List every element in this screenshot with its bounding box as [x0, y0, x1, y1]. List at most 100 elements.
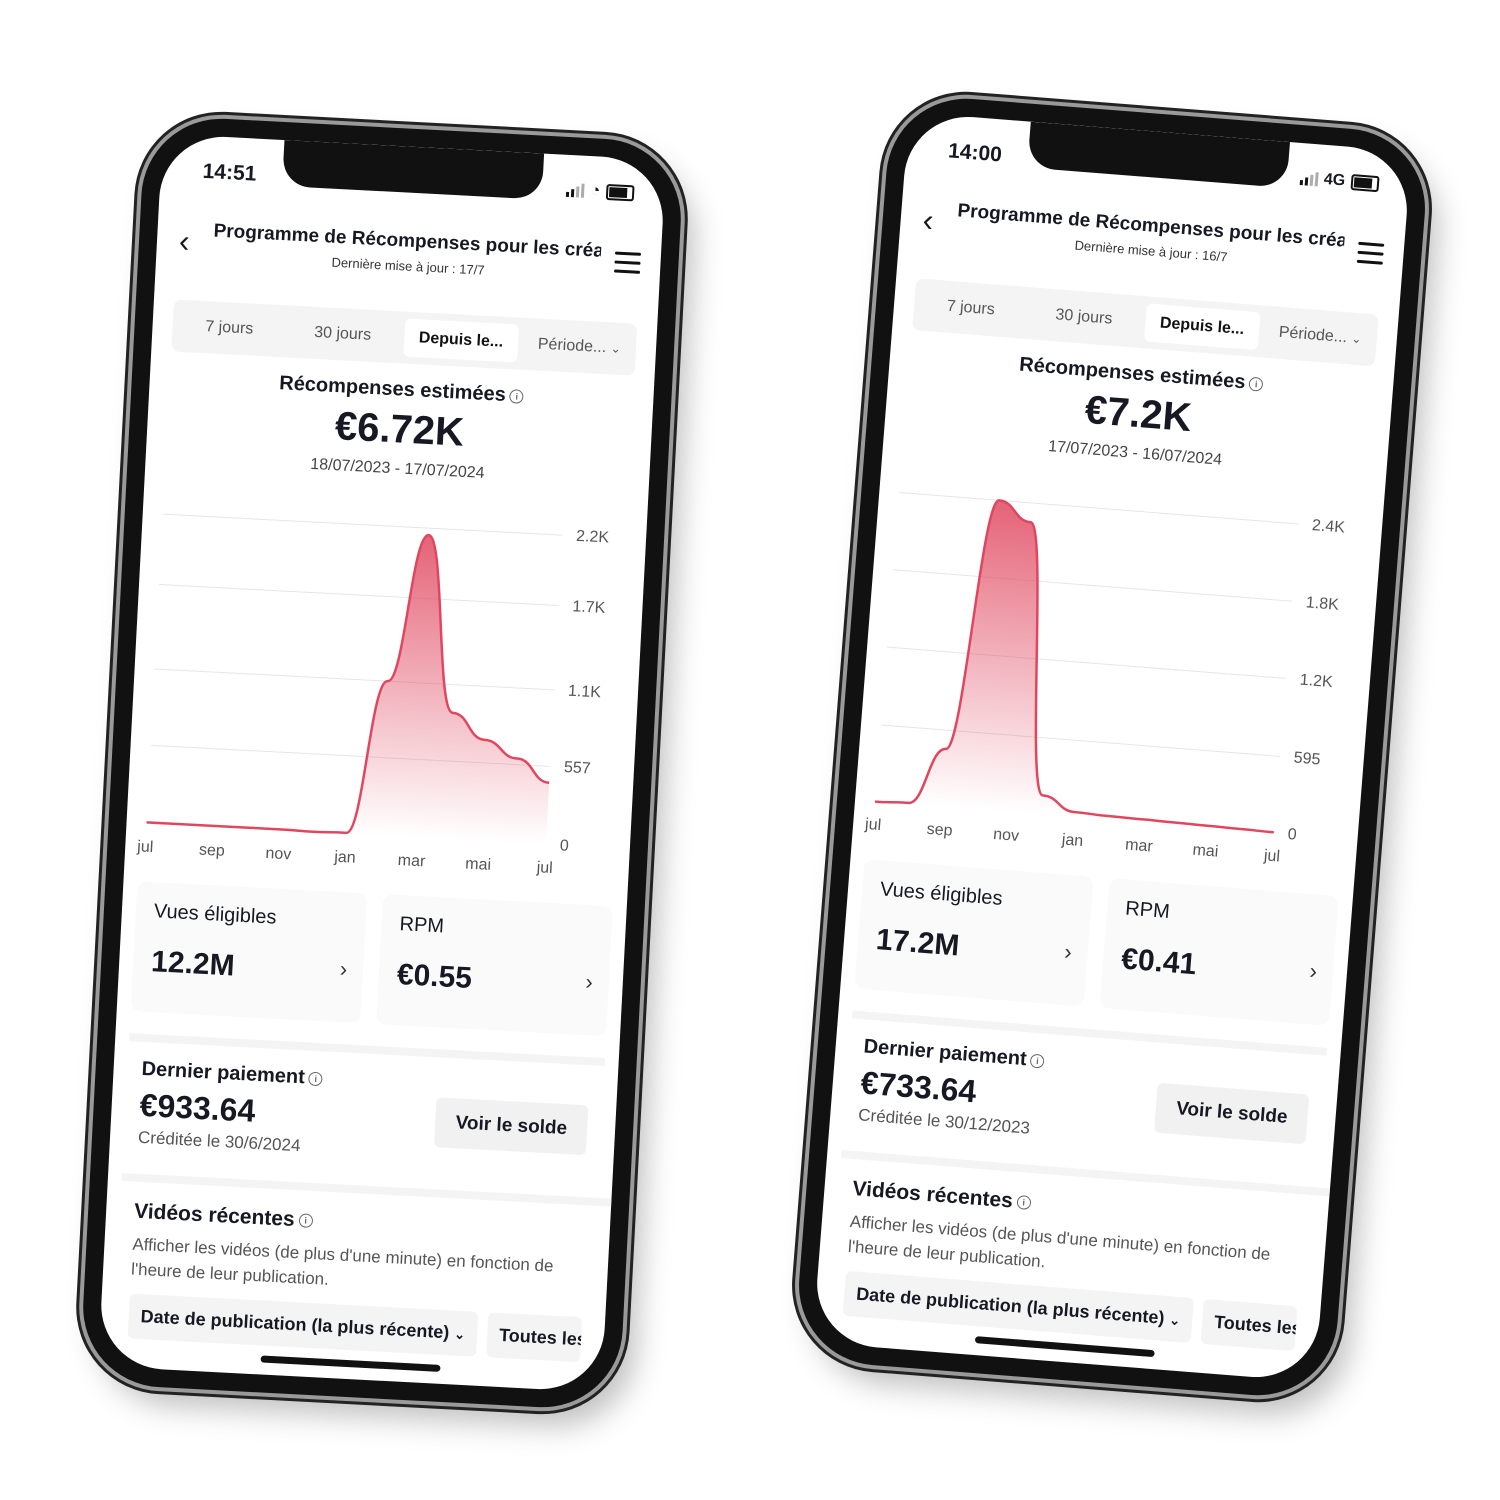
gridline: [893, 569, 1293, 602]
x-tick-label: jan: [333, 849, 356, 867]
phone-left: 14:51 ◔ ‹ Programme de Récompenses pour …: [79, 114, 685, 1412]
chevron-right-icon: ›: [1063, 938, 1073, 965]
status-time: 14:00: [947, 139, 1003, 167]
area-fill: [874, 500, 1274, 833]
series-line: [146, 533, 550, 835]
videos-label: Vidéos récentes: [851, 1177, 1014, 1213]
tab-1[interactable]: 30 jours: [1054, 306, 1113, 328]
chevron-right-icon: ›: [584, 968, 594, 995]
gridline: [159, 584, 559, 606]
stat-card-0[interactable]: Vues éligibles 17.2M ›: [854, 858, 1094, 1007]
status-time: 14:51: [202, 159, 257, 186]
filter-button[interactable]: Toutes les: [486, 1312, 583, 1363]
tab-1[interactable]: 30 jours: [313, 323, 372, 344]
x-tick-label: nov: [265, 845, 292, 863]
rewards-chart: 0 595 1.2K 1.8K 2.4K jul sep nov jan mar mai jul: [863, 492, 1346, 865]
chevron-down-icon: ⌄: [1168, 1312, 1181, 1329]
y-tick-label: 557: [564, 759, 592, 777]
x-tick-label: sep: [199, 842, 226, 860]
x-tick-label: jul: [136, 838, 154, 856]
recent-videos: Vidéos récentes i Afficher les vidéos (de…: [827, 1150, 1331, 1371]
info-icon[interactable]: i: [1016, 1195, 1032, 1211]
info-icon[interactable]: i: [308, 1071, 324, 1087]
y-tick-label: 1.1K: [568, 683, 602, 702]
x-tick-label: nov: [993, 826, 1020, 845]
stats-cards: Vues éligibles 12.2M › RPM €0.55 ›: [130, 881, 613, 1037]
stat-card-0[interactable]: Vues éligibles 12.2M ›: [130, 881, 368, 1024]
header: ‹ Programme de Récompenses pour les créa…: [155, 214, 662, 310]
rewards-chart: 0 557 1.1K 1.7K 2.2K jul sep nov jan mar mai jul: [136, 513, 610, 877]
stat-value: €0.55: [396, 958, 473, 995]
info-icon[interactable]: i: [1030, 1053, 1046, 1069]
y-tick-label: 595: [1293, 749, 1321, 768]
stat-value: 12.2M: [150, 945, 236, 983]
gridline: [880, 724, 1280, 757]
y-tick-label: 0: [559, 837, 569, 854]
gridline: [899, 492, 1299, 525]
y-tick-label: 1.8K: [1305, 594, 1339, 614]
x-tick-label: mai: [465, 856, 492, 874]
rewards-label: Récompenses estimées: [278, 372, 507, 406]
phone-screen: 14:51 ◔ ‹ Programme de Récompenses pour …: [98, 133, 666, 1393]
payment-label: Dernier paiement: [862, 1035, 1028, 1071]
signal-icon: [1299, 171, 1319, 187]
tab-2[interactable]: Depuis le...: [1143, 303, 1261, 351]
gridline: [154, 668, 555, 691]
chevron-down-icon: ⌄: [610, 341, 622, 356]
stat-value: 17.2M: [874, 923, 961, 963]
x-tick-label: mar: [397, 852, 426, 870]
stat-label: Vues éligibles: [153, 900, 278, 929]
network-label: 4G: [1323, 170, 1346, 190]
status-icons: 4G: [1299, 169, 1380, 193]
stat-label: RPM: [399, 913, 445, 938]
wifi-icon: ◔: [590, 182, 601, 200]
y-tick-label: 0: [1287, 826, 1297, 844]
last-payment: Dernier paiement i €733.64 Créditée le 30…: [842, 1010, 1328, 1178]
chevron-down-icon: ⌄: [1350, 331, 1363, 347]
signal-icon: [566, 183, 585, 198]
stats-cards: Vues éligibles 17.2M › RPM €0.41 ›: [854, 858, 1339, 1026]
stat-card-1[interactable]: RPM €0.55 ›: [376, 894, 613, 1037]
y-tick-label: 2.4K: [1311, 517, 1345, 537]
gridline: [162, 513, 563, 536]
stat-card-1[interactable]: RPM €0.41 ›: [1099, 878, 1339, 1026]
notch: [282, 140, 545, 200]
info-icon[interactable]: i: [298, 1213, 313, 1229]
stat-label: RPM: [1124, 897, 1171, 924]
y-tick-label: 1.7K: [572, 598, 606, 617]
chevron-right-icon: ›: [1308, 958, 1319, 984]
chevron-down-icon: ⌄: [453, 1326, 466, 1343]
battery-icon: [605, 183, 635, 202]
gridline: [887, 646, 1286, 679]
x-tick-label: mar: [1125, 836, 1154, 855]
info-icon[interactable]: i: [1248, 376, 1264, 392]
chevron-right-icon: ›: [339, 956, 348, 982]
x-tick-label: jul: [535, 859, 553, 877]
area-fill: [146, 535, 550, 845]
x-tick-label: sep: [926, 821, 953, 840]
last-payment: Dernier paiement i €933.64 Créditée le 30…: [122, 1033, 605, 1188]
stat-value: €0.41: [1120, 942, 1198, 982]
menu-icon[interactable]: [1356, 241, 1385, 271]
sort-dropdown[interactable]: Date de publication (la plus récente) ⌄: [127, 1293, 479, 1357]
tab-0[interactable]: 7 jours: [946, 297, 996, 319]
payment-label: Dernier paiement: [141, 1057, 306, 1089]
x-tick-label: jul: [1262, 847, 1280, 865]
y-tick-label: 2.2K: [576, 528, 610, 547]
menu-icon[interactable]: [613, 251, 642, 279]
tab-2[interactable]: Depuis le...: [403, 318, 519, 363]
videos-label: Vidéos récentes: [133, 1199, 296, 1232]
rewards-summary: Récompenses estimées i €6.72K 18/07/2023 …: [145, 365, 654, 491]
battery-icon: [1350, 174, 1380, 193]
tab-3[interactable]: Période... ⌄: [1278, 323, 1363, 347]
info-icon[interactable]: i: [509, 388, 525, 404]
x-tick-label: jul: [863, 816, 881, 834]
recent-videos: Vidéos récentes i Afficher les vidéos (de…: [112, 1172, 612, 1382]
rewards-summary: Récompenses estimées i €7.2K 17/07/2023 -…: [883, 343, 1393, 482]
tab-0[interactable]: 7 jours: [204, 318, 254, 338]
tab-3[interactable]: Période... ⌄: [537, 335, 622, 357]
period-tabs: 7 jours 30 jours Depuis le... Période... ⌄: [171, 299, 638, 376]
filter-button[interactable]: Toutes les: [1200, 1298, 1298, 1352]
x-tick-label: jan: [1060, 831, 1084, 850]
view-balance-button[interactable]: Voir le solde: [434, 1097, 589, 1156]
